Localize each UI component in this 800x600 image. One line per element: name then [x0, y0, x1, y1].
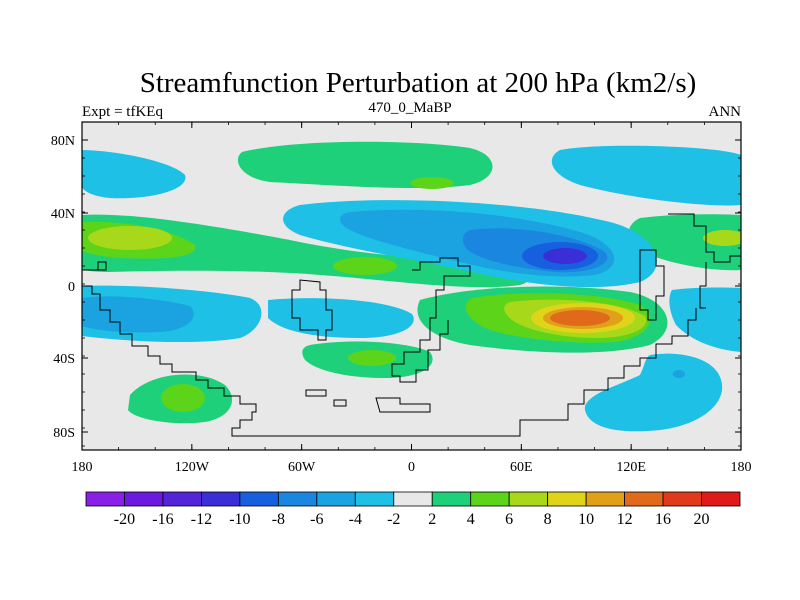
colorbar-swatch — [316, 491, 356, 507]
contour-mid-green-band — [82, 214, 528, 288]
colorbar-label: 4 — [467, 511, 475, 528]
longitude-axis: 180 120W 60W 0 60E 120E 180 — [72, 122, 752, 475]
colorbar-swatch — [508, 491, 549, 507]
colorbar-swatch — [393, 491, 433, 507]
colorbar-swatch — [354, 491, 395, 507]
left-label: Expt = tfKEq — [82, 104, 163, 120]
coast-south-america — [291, 279, 333, 341]
contour-north-green-core — [410, 177, 454, 189]
colorbar-swatch — [277, 491, 318, 507]
colorbar-label: -4 — [349, 511, 362, 528]
colorbar-label: 8 — [544, 511, 552, 528]
contour-north-green — [237, 141, 493, 189]
contour-main-blue-10 — [543, 248, 587, 264]
contour-south-blue-east — [669, 287, 741, 352]
lat-tick-label: 80N — [51, 134, 75, 149]
colorbar-label: -16 — [152, 511, 173, 528]
lon-tick-label: 60E — [510, 460, 533, 475]
coast-south-america-antarctic — [82, 261, 697, 437]
colorbar-label: -10 — [229, 511, 250, 528]
contour-mid-green-core — [333, 257, 397, 275]
lon-tick-label: 0 — [408, 460, 415, 475]
contour-main-high-12 — [550, 310, 610, 326]
lat-tick-label: 0 — [68, 280, 75, 295]
coast-asia-south — [639, 249, 665, 321]
colorbar-label: -6 — [310, 511, 323, 528]
colorbar-swatch — [162, 491, 202, 507]
contour-west-yellow — [88, 226, 172, 250]
lon-tick-label: 120E — [616, 460, 646, 475]
contour-south-blue-mid — [268, 298, 414, 338]
colorbar-swatch — [662, 491, 702, 507]
colorbar-label: 12 — [617, 511, 633, 528]
contour-east-green — [628, 214, 741, 271]
colorbar-swatch — [431, 491, 472, 507]
coast-east-asia — [668, 213, 741, 309]
lon-tick-label: 60W — [288, 460, 316, 475]
colorbar-swatch — [124, 491, 164, 507]
contour-south-blue-polar — [584, 353, 723, 432]
latitude-axis: 80N 40N 0 40S 80S — [51, 121, 741, 447]
colorbar-label: 2 — [428, 511, 436, 528]
contour-south-blue-west-4 — [82, 296, 194, 333]
right-label: ANN — [709, 104, 742, 120]
colorbar-label: -2 — [387, 511, 400, 528]
contour-south-green-mid-core — [348, 350, 396, 366]
lon-tick-label: 120W — [175, 460, 210, 475]
lon-tick-label: 180 — [731, 460, 752, 475]
lon-tick-label: 180 — [72, 460, 93, 475]
colorbar-label: 10 — [578, 511, 594, 528]
colorbar-label: -8 — [272, 511, 285, 528]
colorbar-label: 6 — [505, 511, 513, 528]
colorbar-swatch — [701, 491, 741, 507]
lat-tick-label: 80S — [53, 426, 75, 441]
coast-africa — [391, 257, 471, 383]
colorbar-swatch — [239, 491, 279, 507]
contour-fields — [82, 141, 741, 432]
colorbar-swatch — [470, 491, 510, 507]
colorbar-swatch — [585, 491, 625, 507]
colorbar-label: -20 — [114, 511, 135, 528]
colorbar-label: 20 — [694, 511, 710, 528]
figure-title: Streamfunction Perturbation at 200 hPa (… — [140, 67, 697, 99]
lat-tick-label: 40N — [51, 207, 75, 222]
contour-south-green-west-core — [161, 384, 205, 412]
center-label: 470_0_MaBP — [368, 100, 451, 116]
colorbar-swatch — [201, 491, 241, 507]
contour-nw-blue — [82, 150, 186, 199]
colorbar-label: 16 — [655, 511, 671, 528]
lat-tick-label: 40S — [53, 352, 75, 367]
coast-islands — [305, 389, 431, 413]
colorbar-labels: -20 -16 -12 -10 -8 -6 -4 -2 2 4 6 8 10 12 16 20 — [114, 511, 710, 528]
colorbar-swatch — [547, 491, 587, 507]
contour-east-yellow — [703, 230, 741, 246]
colorbar-swatch — [624, 491, 664, 507]
contour-south-blue-polar-core — [673, 370, 685, 378]
coastlines — [82, 213, 741, 437]
map-panel — [81, 121, 742, 451]
colorbar-label: -12 — [191, 511, 212, 528]
colorbar-swatch — [85, 491, 125, 507]
colorbar — [85, 491, 741, 507]
contour-ne-blue — [551, 145, 741, 206]
